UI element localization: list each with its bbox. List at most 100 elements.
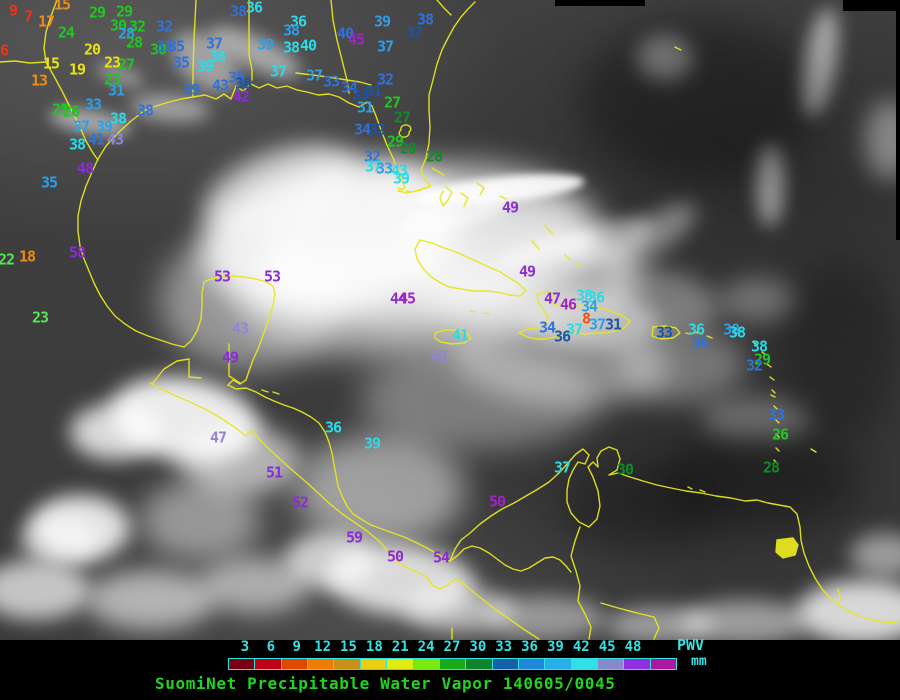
station-value: 32: [155, 17, 173, 36]
station-value: 15: [53, 0, 71, 14]
station-value: 33: [322, 72, 340, 91]
colorbar-tick: 45: [598, 639, 616, 655]
station-value: 48: [76, 159, 94, 178]
cloud-blob: [720, 278, 796, 322]
coastline-south-america: [449, 446, 898, 624]
station-value: 28: [762, 458, 780, 477]
station-value: 44: [389, 289, 407, 308]
station-value: 27: [383, 93, 401, 112]
colorbar-segment: [307, 659, 334, 669]
dark-ocean-patch: [780, 260, 900, 440]
station-value: 29: [399, 139, 417, 158]
colorbar-tick: 9: [292, 639, 301, 655]
cloud-blob: [637, 36, 693, 80]
station-value: 17: [37, 12, 55, 31]
coastline-jamaica: [434, 329, 472, 345]
colorbar-tick: 42: [572, 639, 590, 655]
station-value: 38: [575, 286, 593, 305]
station-value: 36: [587, 288, 605, 307]
cloud-blob: [295, 435, 465, 545]
station-value: 37: [72, 117, 90, 136]
cloud-blob: [680, 600, 810, 640]
station-value: 40: [336, 24, 354, 43]
station-value: 33: [155, 37, 173, 56]
station-value: 37: [376, 37, 394, 56]
dark-ocean-patch: [560, 470, 720, 550]
station-value: 37: [565, 320, 583, 339]
station-value: 39: [196, 57, 214, 76]
dark-ocean-patch: [660, 430, 860, 530]
station-value: 23: [103, 53, 121, 72]
station-value: 38: [722, 320, 740, 339]
colorbar-tick: 18: [365, 639, 383, 655]
station-value: 37: [553, 458, 571, 477]
cloud-blob: [615, 327, 745, 403]
cloud-blob: [240, 240, 540, 360]
station-value: 32: [363, 147, 381, 166]
station-value: 38: [208, 47, 226, 66]
station-value: 30: [616, 460, 634, 479]
station-value: 37: [205, 34, 223, 53]
colorbar-tick: 21: [391, 639, 409, 655]
station-value: 41: [451, 326, 469, 345]
cloud-blob: [0, 560, 90, 620]
station-value: 39: [95, 117, 113, 136]
station-value: 38: [282, 21, 300, 40]
colorbar-segment: [544, 659, 571, 669]
station-value: 32: [745, 356, 763, 375]
colorbar-segment: [649, 659, 677, 669]
coastline-cuba: [414, 239, 527, 297]
cloud-blob: [485, 596, 605, 640]
colorbar-tick: 33: [495, 639, 513, 655]
colorbar-tick: 39: [547, 639, 564, 655]
station-value: 39: [256, 35, 274, 54]
station-value: 30: [149, 40, 167, 59]
station-value: 32: [128, 17, 146, 36]
station-value: 36: [691, 333, 709, 352]
station-value: 37: [305, 66, 323, 85]
station-value: 33: [375, 159, 393, 178]
station-value: 31: [107, 81, 125, 100]
cloud-blob: [20, 515, 100, 565]
station-value: 59: [345, 528, 363, 547]
station-value: 43: [231, 319, 249, 338]
station-value: 49: [518, 262, 536, 281]
station-value: 42: [232, 87, 250, 106]
colorbar-unit-sub: mm: [691, 654, 707, 669]
cloud-blob: [70, 404, 160, 460]
station-value: 32: [376, 70, 394, 89]
station-value: 6: [0, 41, 9, 60]
station-value: 35: [167, 37, 185, 56]
colorbar-segment: [280, 659, 308, 669]
islands-antilles: [261, 46, 842, 602]
station-value: 28: [117, 24, 135, 43]
coastline-pacific: [149, 382, 540, 640]
colorbar-tick: 3: [240, 639, 250, 655]
colorbar-segment: [570, 659, 598, 669]
station-value: 35: [227, 68, 245, 87]
station-value: 23: [103, 70, 121, 89]
station-value: 38: [68, 135, 86, 154]
border-lines: [0, 0, 660, 640]
station-value: 43: [211, 76, 229, 95]
legend-band: [0, 640, 900, 700]
station-value: 31: [364, 82, 382, 101]
station-value: 29: [753, 350, 771, 369]
station-value: 19: [68, 60, 86, 79]
cloud-blob: [756, 143, 784, 227]
station-value: 37: [405, 23, 423, 42]
station-value: 34: [353, 120, 371, 139]
station-value: 30: [109, 16, 127, 35]
coastline-hispaniola: [518, 290, 631, 340]
product-title: SuomiNet Precipitable Water Vapor 140605…: [155, 674, 616, 693]
station-value: 41: [87, 130, 105, 149]
station-value: 54: [432, 548, 450, 567]
station-value: 13: [30, 71, 48, 90]
station-value: 23: [31, 308, 49, 327]
station-value: 37: [269, 62, 287, 81]
station-value: 50: [386, 547, 404, 566]
station-value: 31: [604, 315, 622, 334]
colorbar-tick: 15: [340, 639, 357, 655]
station-value: 35: [172, 53, 190, 72]
colorbar-segment: [386, 659, 413, 669]
